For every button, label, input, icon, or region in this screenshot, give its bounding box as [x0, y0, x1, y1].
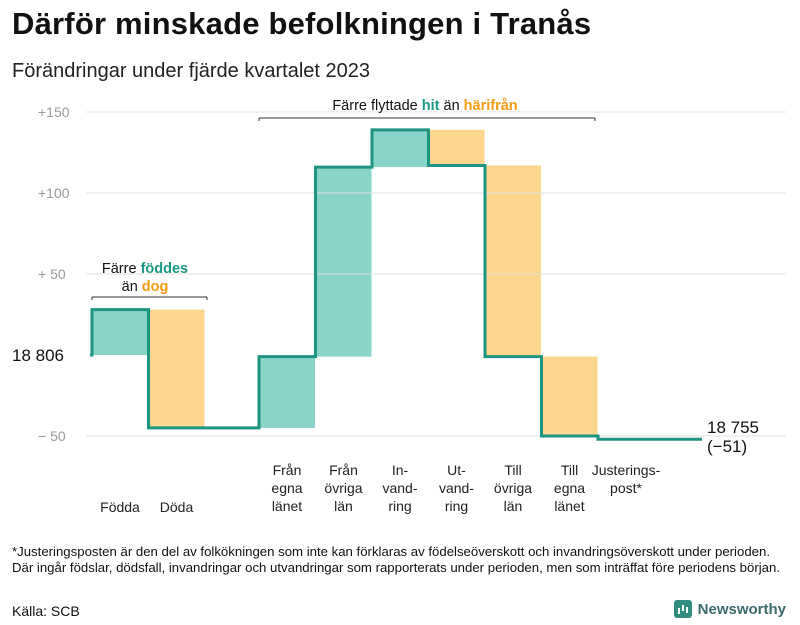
chart-title: Därför minskade befolkningen i Tranås — [12, 6, 592, 41]
running-total-line-layer — [90, 128, 702, 441]
y-tick-label: − 50 — [38, 428, 66, 444]
category-label: län — [334, 498, 353, 514]
y-tick-label: + 50 — [38, 266, 66, 282]
category-label: Till — [561, 462, 578, 478]
bar — [485, 165, 541, 357]
brand-logo[interactable]: Newsworthy — [673, 600, 786, 618]
category-label: vand- — [439, 480, 474, 496]
category-label: Födda — [100, 499, 140, 515]
source-label: Källa: SCB — [12, 603, 80, 619]
category-label: ring — [388, 498, 411, 514]
annotation-highlight: hit — [422, 98, 440, 114]
category-label: Döda — [160, 499, 194, 515]
bar — [428, 129, 485, 166]
category-labels: Födda Döda Från egna länet Från övriga län In-va… — [100, 462, 660, 515]
category-label: övriga — [494, 480, 532, 496]
category-label: vand- — [382, 480, 417, 496]
annotation-text: Färre flyttade — [332, 98, 421, 114]
bar — [315, 167, 372, 357]
bar — [92, 309, 148, 355]
category-label: län — [504, 498, 523, 514]
annotation-highlight: dog — [142, 279, 169, 295]
annotation-highlight: föddes — [141, 261, 189, 277]
bar — [148, 309, 205, 428]
category-label: Justerings- — [592, 462, 661, 478]
bars-layer — [92, 129, 598, 436]
bar — [372, 129, 428, 168]
category-label: övriga — [324, 480, 362, 496]
annotation-text: än — [122, 279, 142, 295]
category-label: egna — [271, 480, 302, 496]
bar — [259, 356, 315, 428]
category-label: länet — [554, 498, 584, 514]
category-label: Till — [504, 462, 521, 478]
end-change-label: (−51) — [707, 437, 747, 456]
newsworthy-icon — [673, 600, 692, 618]
category-label: Ut- — [447, 462, 466, 478]
category-label: ring — [445, 498, 468, 514]
y-axis: +150 +100 + 50 − 50 18 806 18 755(−51) — [12, 104, 786, 456]
running-total-line — [90, 128, 702, 441]
annotation-births-line2: än dog — [122, 279, 169, 295]
category-label: Från — [273, 462, 302, 478]
annotation-moves: Färre flyttade hit än härifrån — [332, 98, 517, 114]
chart-subtitle: Förändringar under fjärde kvartalet 2023 — [12, 60, 370, 82]
end-value-label: 18 755 — [707, 418, 759, 437]
start-value-label: 18 806 — [12, 346, 64, 365]
bar — [541, 356, 598, 436]
annotation-text: än — [439, 98, 463, 114]
y-tick-label: +100 — [38, 185, 70, 201]
annotation-births-line1: Färre föddes — [102, 261, 188, 277]
annotation-text: Färre — [102, 261, 141, 277]
category-label: länet — [272, 498, 302, 514]
category-label: egna — [554, 480, 585, 496]
waterfall-chart: +150 +100 + 50 − 50 18 806 18 755(−51) Födda D… — [12, 98, 786, 515]
annotations-layer: Färre föddes än dog Färre flyttade hit än … — [91, 98, 596, 300]
y-tick-label: +150 — [38, 104, 70, 120]
footnote: *Justeringsposten är den del av folkökni… — [12, 544, 780, 575]
category-label: post* — [610, 480, 642, 496]
brand-name: Newsworthy — [697, 600, 786, 618]
annotation-highlight: härifrån — [464, 98, 518, 114]
category-label: In- — [392, 462, 409, 478]
category-label: Från — [329, 462, 358, 478]
